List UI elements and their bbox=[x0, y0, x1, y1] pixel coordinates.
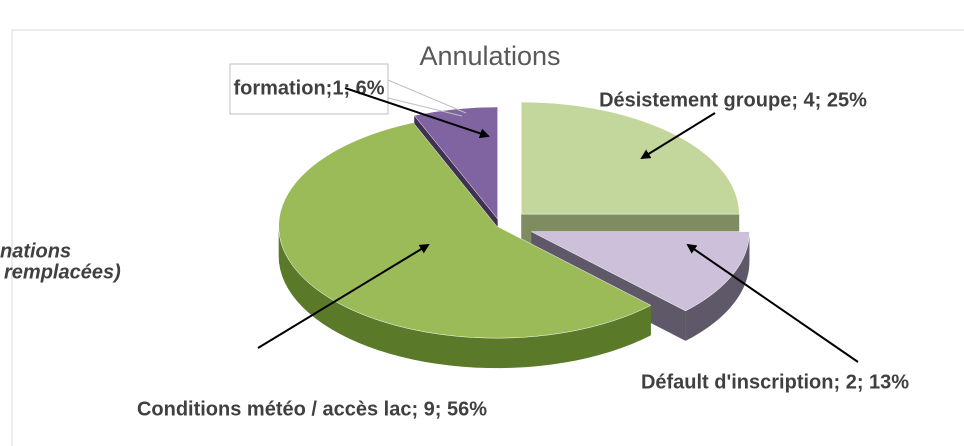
arrow bbox=[640, 112, 716, 160]
slice bbox=[278, 122, 652, 339]
slice-side bbox=[278, 226, 651, 369]
annotation: remplacées) bbox=[4, 261, 121, 283]
data-label: Conditions météo / accès lac; 9; 56% bbox=[137, 398, 487, 420]
slice-side bbox=[685, 231, 750, 341]
arrow bbox=[344, 87, 490, 139]
arrow bbox=[257, 243, 430, 349]
data-label: formation;1; 6% bbox=[233, 77, 384, 99]
leader-line bbox=[387, 79, 467, 114]
chart-title: Annulations bbox=[419, 41, 560, 71]
slice bbox=[413, 106, 498, 220]
annotation: nations bbox=[0, 240, 71, 262]
data-label: Désistement groupe; 4; 25% bbox=[599, 89, 867, 111]
data-label: Défault d'inscription; 2; 13% bbox=[641, 371, 909, 393]
slice bbox=[520, 101, 740, 215]
label-box bbox=[229, 63, 389, 115]
chart-frame bbox=[11, 29, 964, 446]
arrow bbox=[686, 243, 859, 363]
pie bbox=[278, 101, 750, 369]
leader-line bbox=[387, 97, 463, 117]
